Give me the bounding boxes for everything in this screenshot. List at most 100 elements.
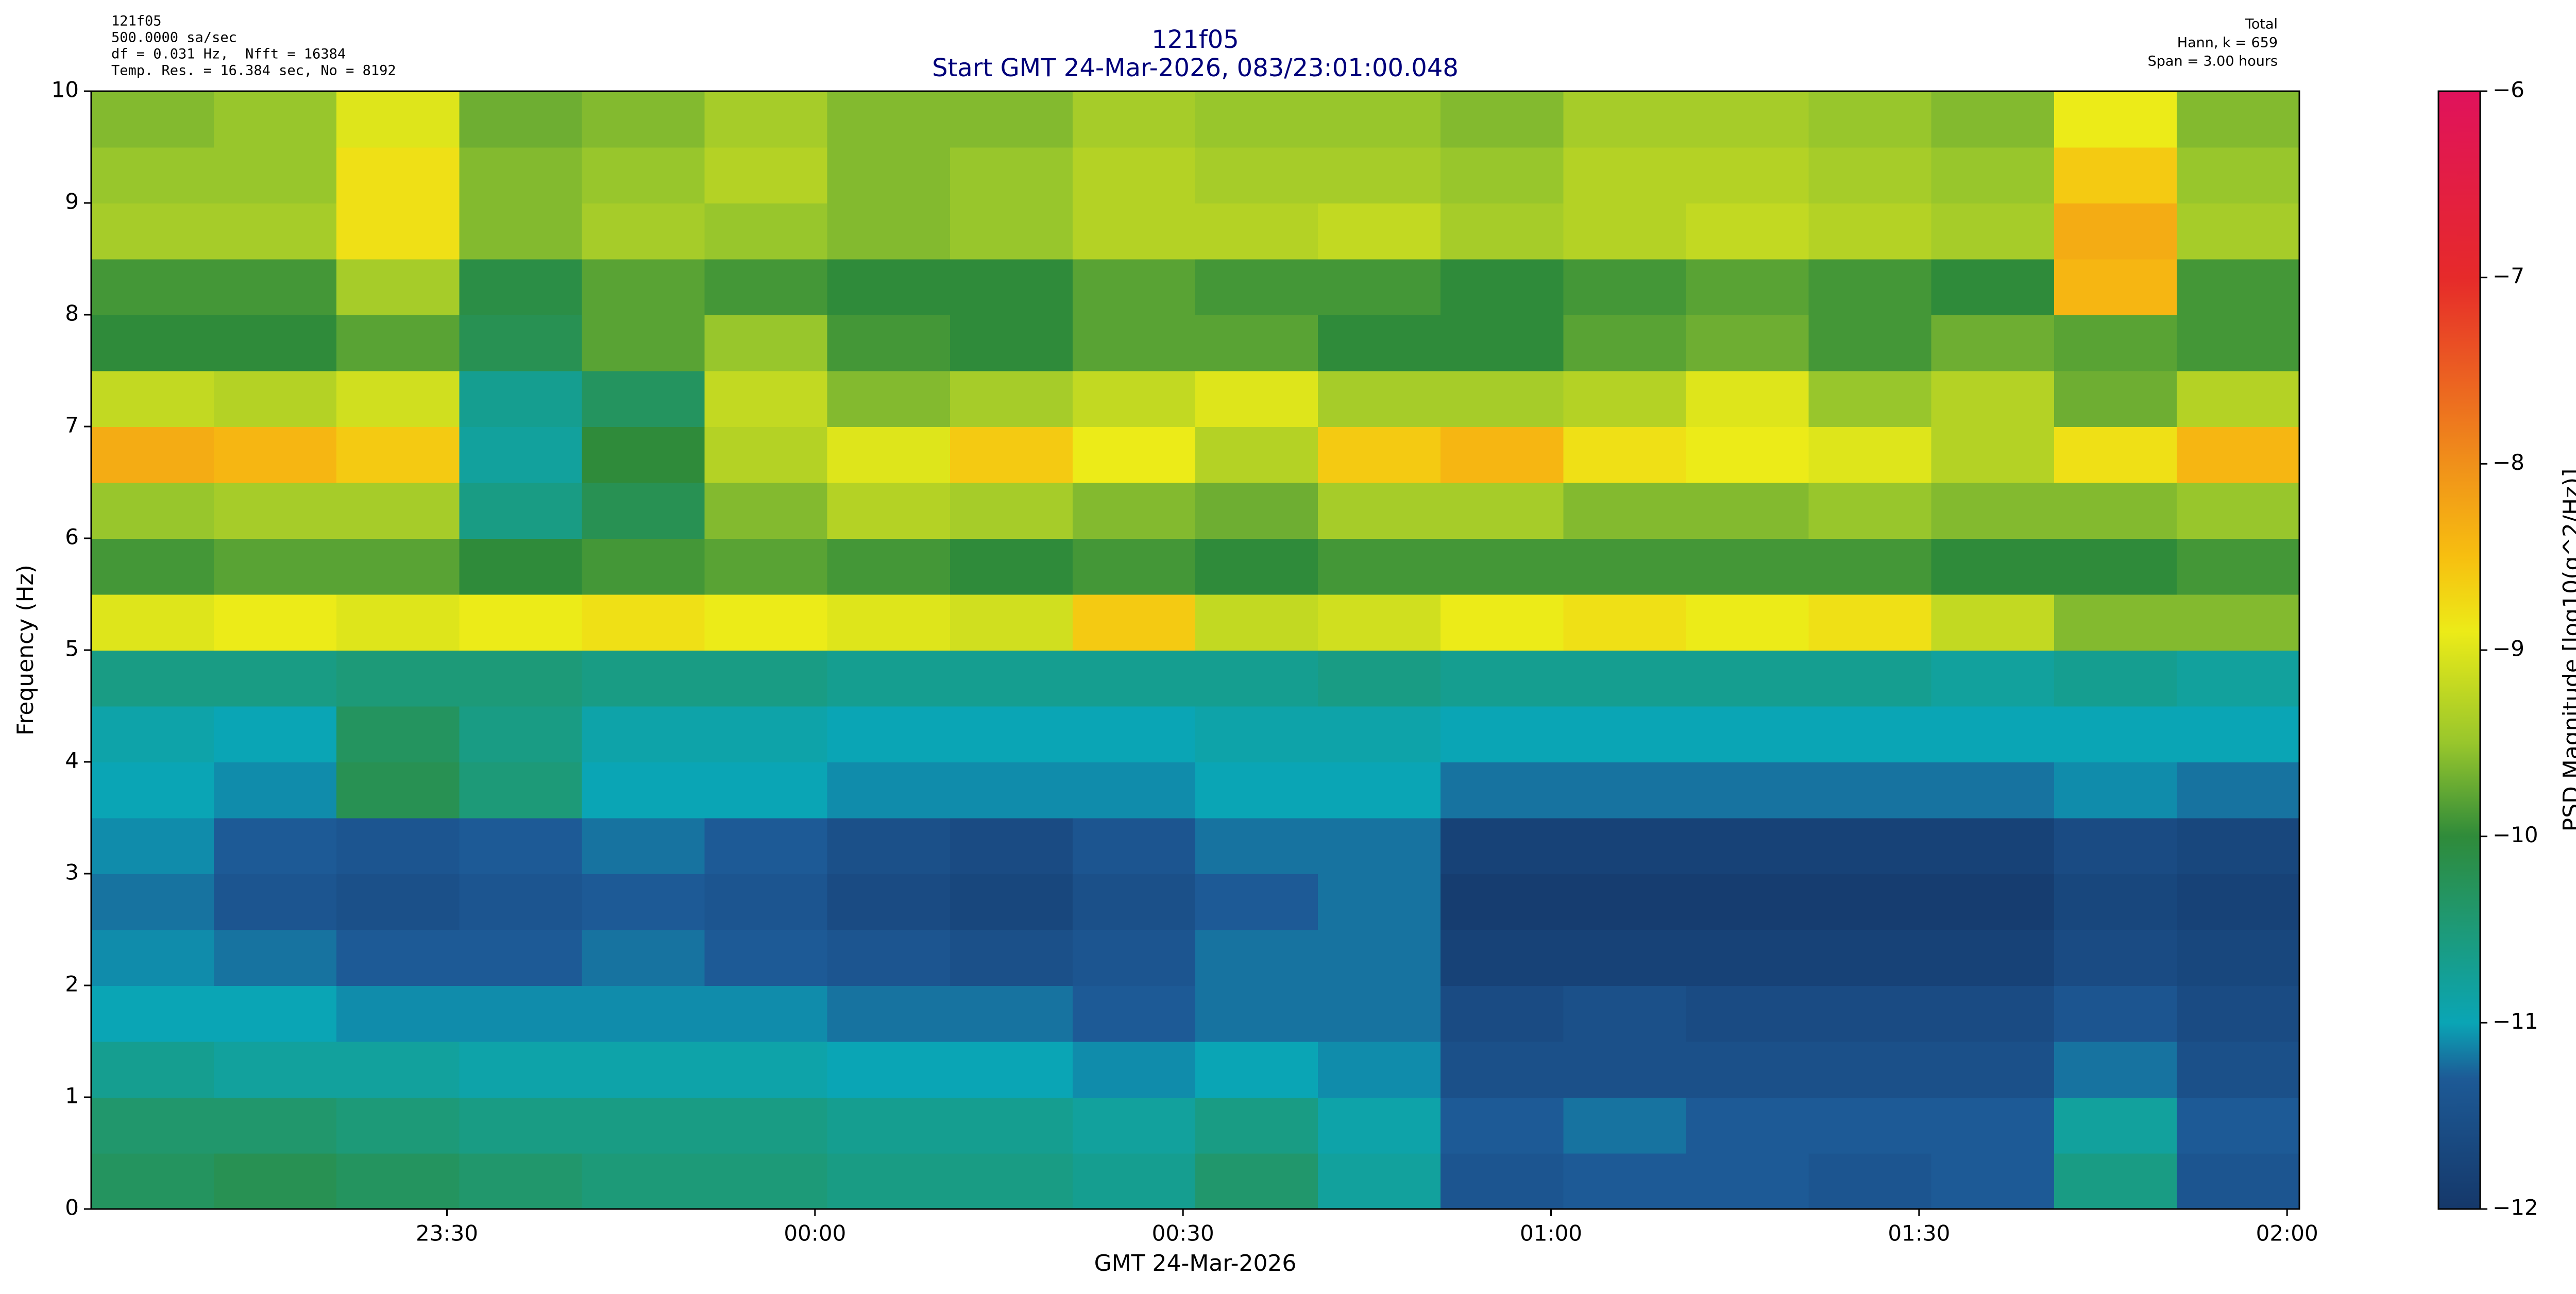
cell (1318, 203, 1442, 260)
cell (1686, 985, 1809, 1042)
cell (704, 370, 828, 427)
cell (950, 874, 1073, 930)
cell (336, 594, 460, 651)
cell (1563, 762, 1687, 819)
info-note: 121f05 (111, 13, 162, 29)
cell (1686, 706, 1809, 762)
cell (91, 650, 215, 707)
cell (2176, 762, 2300, 819)
cell (827, 315, 951, 371)
cell (336, 762, 460, 819)
cell (1686, 650, 1809, 707)
cell (1440, 1153, 1564, 1210)
cell (214, 929, 337, 986)
cell (91, 818, 215, 874)
cell (827, 929, 951, 986)
cell (827, 91, 951, 148)
y-tick-label: 8 (65, 301, 79, 326)
cell (1072, 874, 1196, 930)
x-tick-label: 00:30 (1152, 1221, 1214, 1246)
cell (1072, 762, 1196, 819)
cell (1563, 1097, 1687, 1154)
cell (704, 985, 828, 1042)
cell (704, 315, 828, 371)
cell (214, 985, 337, 1042)
cell (827, 1041, 951, 1098)
cell (1072, 1041, 1196, 1098)
cell (582, 706, 705, 762)
cell (336, 706, 460, 762)
cell (950, 91, 1073, 148)
cell (1440, 482, 1564, 539)
cell (1318, 315, 1442, 371)
cell (336, 818, 460, 874)
cell (950, 147, 1073, 203)
cell (2176, 929, 2300, 986)
cell (1931, 762, 2055, 819)
cell (459, 1097, 583, 1154)
cell (1563, 315, 1687, 371)
cell (1808, 594, 1932, 651)
cell (1318, 1097, 1442, 1154)
cell (1195, 203, 1319, 260)
cell (1931, 874, 2055, 930)
cell (91, 315, 215, 371)
cell (336, 427, 460, 483)
cell (214, 259, 337, 315)
cell (2176, 315, 2300, 371)
cell (336, 91, 460, 148)
cell (827, 538, 951, 595)
cell (214, 370, 337, 427)
cell (214, 147, 337, 203)
cell (704, 482, 828, 539)
cell (1931, 203, 2055, 260)
cell (1563, 985, 1687, 1042)
cell (1072, 427, 1196, 483)
cell (950, 594, 1073, 651)
cell (1931, 818, 2055, 874)
cell (1195, 1041, 1319, 1098)
cell (91, 1097, 215, 1154)
cell (91, 91, 215, 148)
cell (1440, 203, 1564, 260)
cell (1808, 147, 1932, 203)
cell (1563, 929, 1687, 986)
chart-subtitle: Start GMT 24-Mar-2026, 083/23:01:00.048 (932, 54, 1459, 82)
cell (1808, 1153, 1932, 1210)
cell (2054, 1153, 2177, 1210)
cell (827, 650, 951, 707)
cell (1318, 874, 1442, 930)
cell (1563, 538, 1687, 595)
cell (214, 203, 337, 260)
cell (459, 818, 583, 874)
cell (2054, 594, 2177, 651)
cell (2054, 370, 2177, 427)
cell (1440, 315, 1564, 371)
cell (1931, 985, 2055, 1042)
y-tick-label: 2 (65, 972, 79, 997)
colorbar-tick-label: −10 (2493, 822, 2538, 847)
cell (1563, 1041, 1687, 1098)
cell (1318, 91, 1442, 148)
cell (950, 1153, 1073, 1210)
colorbar-tick-label: −6 (2493, 77, 2524, 103)
cell (1686, 259, 1809, 315)
cell (2054, 147, 2177, 203)
y-tick-label: 4 (65, 748, 79, 773)
cell (1931, 315, 2055, 371)
cell (2176, 985, 2300, 1042)
cell (1931, 482, 2055, 539)
cell (2176, 874, 2300, 930)
info-note: Total (2245, 16, 2278, 32)
cell (1318, 147, 1442, 203)
cell (1563, 91, 1687, 148)
cell (1072, 706, 1196, 762)
cell (704, 874, 828, 930)
cell (582, 1153, 705, 1210)
cell (2176, 259, 2300, 315)
info-note: df = 0.031 Hz, Nfft = 16384 (111, 46, 346, 62)
cell (1440, 147, 1564, 203)
cell (1808, 538, 1932, 595)
cell (459, 315, 583, 371)
cell (704, 929, 828, 986)
